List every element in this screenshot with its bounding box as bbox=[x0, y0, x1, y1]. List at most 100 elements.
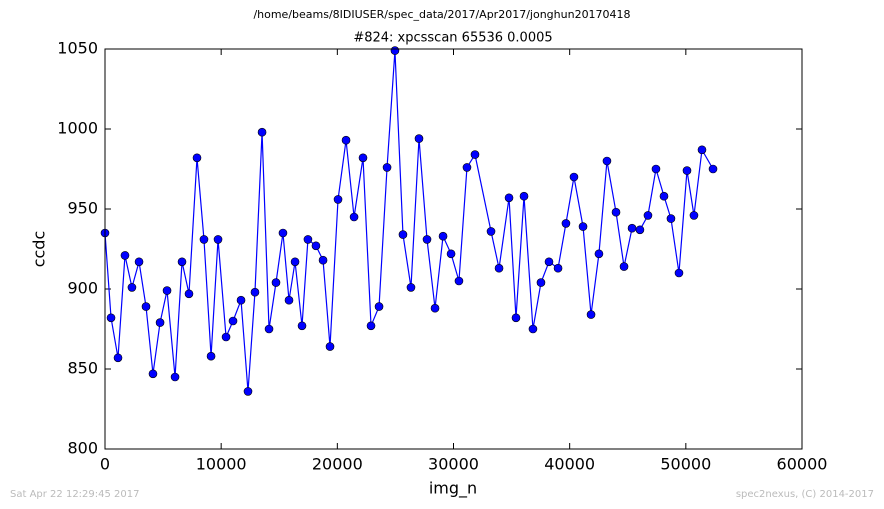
x-tick-label: 50000 bbox=[660, 455, 711, 474]
data-point bbox=[651, 164, 661, 174]
data-point bbox=[297, 321, 307, 331]
data-point bbox=[221, 332, 231, 342]
x-tick-label: 30000 bbox=[428, 455, 479, 474]
data-point bbox=[561, 219, 571, 228]
x-tick-label: 60000 bbox=[777, 455, 828, 474]
data-point bbox=[643, 211, 653, 220]
data-point bbox=[141, 302, 151, 311]
data-point bbox=[127, 283, 137, 292]
data-point bbox=[264, 324, 274, 334]
data-point bbox=[697, 145, 707, 155]
data-point bbox=[155, 318, 165, 327]
data-point bbox=[341, 135, 351, 145]
data-point bbox=[303, 235, 313, 244]
data-point bbox=[553, 263, 563, 273]
x-tick-label: 0 bbox=[100, 455, 110, 474]
data-point bbox=[430, 303, 440, 313]
data-point bbox=[382, 163, 392, 172]
y-tick-label: 1000 bbox=[57, 119, 98, 138]
data-point bbox=[148, 369, 158, 379]
x-tick-label: 20000 bbox=[312, 455, 363, 474]
chart-title: #824: xpcsscan 65536 0.0005 bbox=[353, 31, 552, 46]
data-point bbox=[586, 310, 596, 319]
x-tick-label: 40000 bbox=[544, 455, 595, 474]
y-axis-label: ccdc bbox=[30, 231, 49, 268]
data-point bbox=[113, 353, 123, 363]
data-point bbox=[536, 278, 546, 287]
data-point bbox=[170, 372, 180, 382]
data-point bbox=[284, 295, 294, 305]
footer-left: Sat Apr 22 12:29:45 2017 bbox=[10, 489, 140, 500]
data-point bbox=[333, 195, 343, 204]
data-point bbox=[250, 287, 260, 297]
data-point bbox=[290, 257, 300, 267]
data-point bbox=[162, 286, 172, 295]
data-point bbox=[374, 302, 384, 311]
data-point bbox=[519, 191, 529, 201]
data-point bbox=[236, 295, 246, 305]
data-point bbox=[511, 313, 521, 323]
data-point bbox=[177, 257, 187, 267]
data-point bbox=[349, 212, 359, 222]
data-point bbox=[666, 214, 676, 223]
data-point bbox=[635, 225, 645, 235]
data-point bbox=[257, 127, 267, 137]
data-point bbox=[311, 241, 321, 251]
data-point bbox=[325, 342, 335, 351]
data-point bbox=[504, 193, 514, 203]
data-point bbox=[106, 313, 116, 323]
data-point bbox=[486, 227, 496, 236]
data-point bbox=[406, 283, 416, 292]
data-point bbox=[213, 235, 223, 244]
data-point bbox=[619, 262, 629, 271]
data-point bbox=[682, 166, 692, 175]
data-point bbox=[398, 230, 408, 239]
data-point bbox=[184, 289, 194, 299]
x-axis-label: img_n bbox=[429, 479, 477, 499]
data-point bbox=[199, 235, 209, 244]
y-tick-label: 1050 bbox=[57, 39, 98, 58]
data-point bbox=[462, 163, 472, 172]
data-point bbox=[228, 316, 238, 326]
data-point bbox=[494, 263, 504, 273]
data-point bbox=[414, 134, 424, 143]
data-point bbox=[602, 156, 612, 166]
data-point bbox=[594, 249, 604, 259]
y-tick-label: 900 bbox=[67, 279, 98, 298]
footer-right: spec2nexus, (C) 2014-2017 bbox=[736, 489, 874, 500]
data-point bbox=[206, 351, 216, 361]
data-point bbox=[627, 223, 637, 233]
data-point bbox=[422, 235, 432, 244]
data-point bbox=[544, 257, 554, 267]
data-point bbox=[611, 207, 621, 217]
data-point bbox=[358, 153, 368, 163]
data-point bbox=[578, 222, 588, 231]
data-point bbox=[278, 228, 288, 238]
data-point bbox=[569, 172, 579, 182]
data-point bbox=[243, 387, 253, 396]
data-point bbox=[446, 249, 456, 259]
data-point bbox=[120, 251, 130, 260]
suptitle: /home/beams/8IDIUSER/spec_data/2017/Apr2… bbox=[253, 8, 630, 21]
data-point bbox=[659, 191, 669, 201]
data-point bbox=[271, 278, 281, 287]
data-point bbox=[708, 164, 718, 174]
data-point bbox=[438, 231, 448, 241]
data-point bbox=[390, 46, 400, 55]
data-point bbox=[318, 255, 328, 265]
data-point bbox=[134, 257, 144, 267]
data-point bbox=[366, 321, 376, 331]
x-tick-label: 10000 bbox=[196, 455, 247, 474]
data-point bbox=[528, 324, 538, 334]
y-tick-label: 800 bbox=[67, 439, 98, 458]
y-tick-label: 950 bbox=[67, 199, 98, 218]
data-point bbox=[689, 211, 699, 220]
data-point bbox=[192, 153, 202, 163]
y-tick-label: 850 bbox=[67, 359, 98, 378]
data-point bbox=[470, 150, 480, 159]
data-point bbox=[674, 268, 684, 278]
plot-frame bbox=[104, 48, 803, 450]
data-point bbox=[454, 276, 464, 286]
